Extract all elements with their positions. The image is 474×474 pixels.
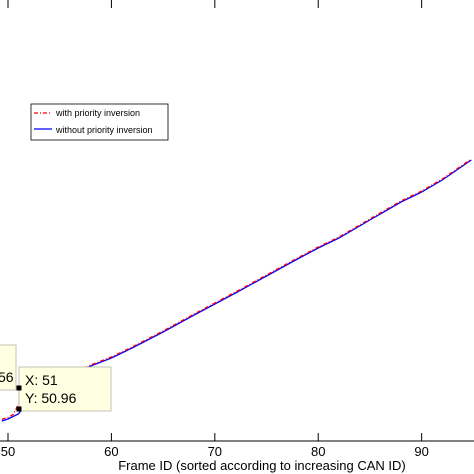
x-tick-label-70: 70 [208, 444, 222, 459]
datatip-marker-bottom [16, 406, 22, 412]
x-tick-label-90: 90 [414, 444, 428, 459]
datatip-x-value: X: 51 [25, 372, 58, 388]
x-axis-label: Frame ID (sorted according to increasing… [118, 458, 406, 473]
legend-label-with-inversion: with priority inversion [55, 108, 140, 118]
tick-layer: 50 60 70 80 90 [1, 0, 429, 459]
x-tick-label-50: 50 [1, 444, 15, 459]
datatip-left-text: 56 [0, 369, 14, 385]
datatip-y-value: Y: 50.96 [25, 390, 77, 406]
x-tick-label-60: 60 [104, 444, 118, 459]
datatip-left-box [0, 344, 17, 391]
legend-box [30, 103, 169, 141]
datatip-right: X: 51 Y: 50.96 [16, 366, 112, 412]
datatip-marker-top [16, 385, 22, 391]
x-tick-label-80: 80 [311, 444, 325, 459]
legend-label-without-inversion: without priority inversion [55, 125, 153, 135]
legend: with priority inversion without priority… [30, 103, 169, 141]
datatip-left: 56 [0, 344, 17, 391]
